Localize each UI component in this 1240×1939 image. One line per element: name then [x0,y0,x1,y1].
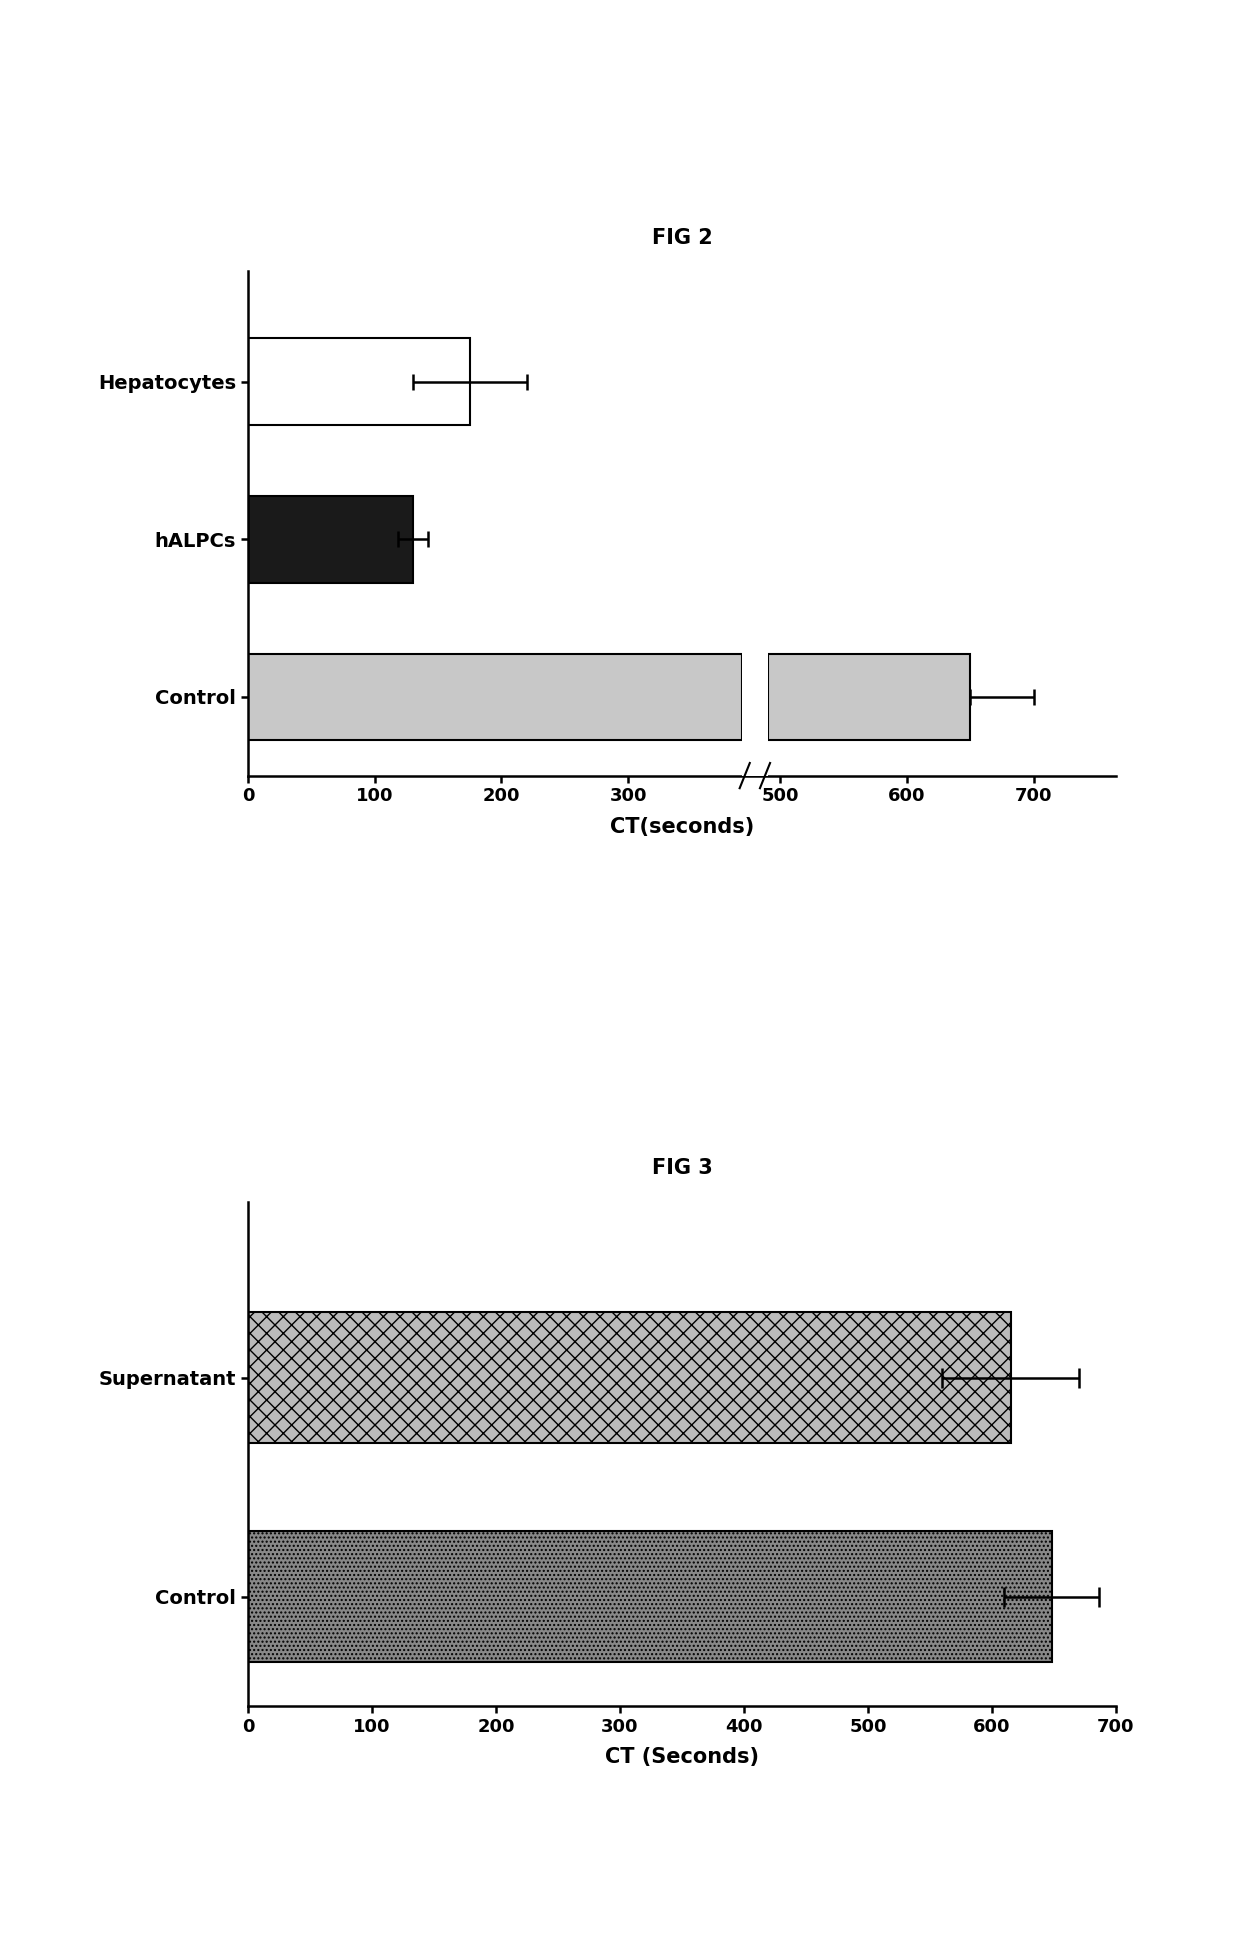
Bar [248,1313,1011,1443]
Bar [248,496,413,582]
X-axis label: CT(seconds): CT(seconds) [610,816,754,836]
X-axis label: CT (Seconds): CT (Seconds) [605,1747,759,1766]
Bar [248,1532,1052,1662]
Bar [248,339,470,425]
Bar [743,271,768,776]
Bar [768,653,970,741]
Title: FIG 2: FIG 2 [652,227,712,248]
Bar [248,653,743,741]
Title: FIG 3: FIG 3 [652,1158,712,1179]
